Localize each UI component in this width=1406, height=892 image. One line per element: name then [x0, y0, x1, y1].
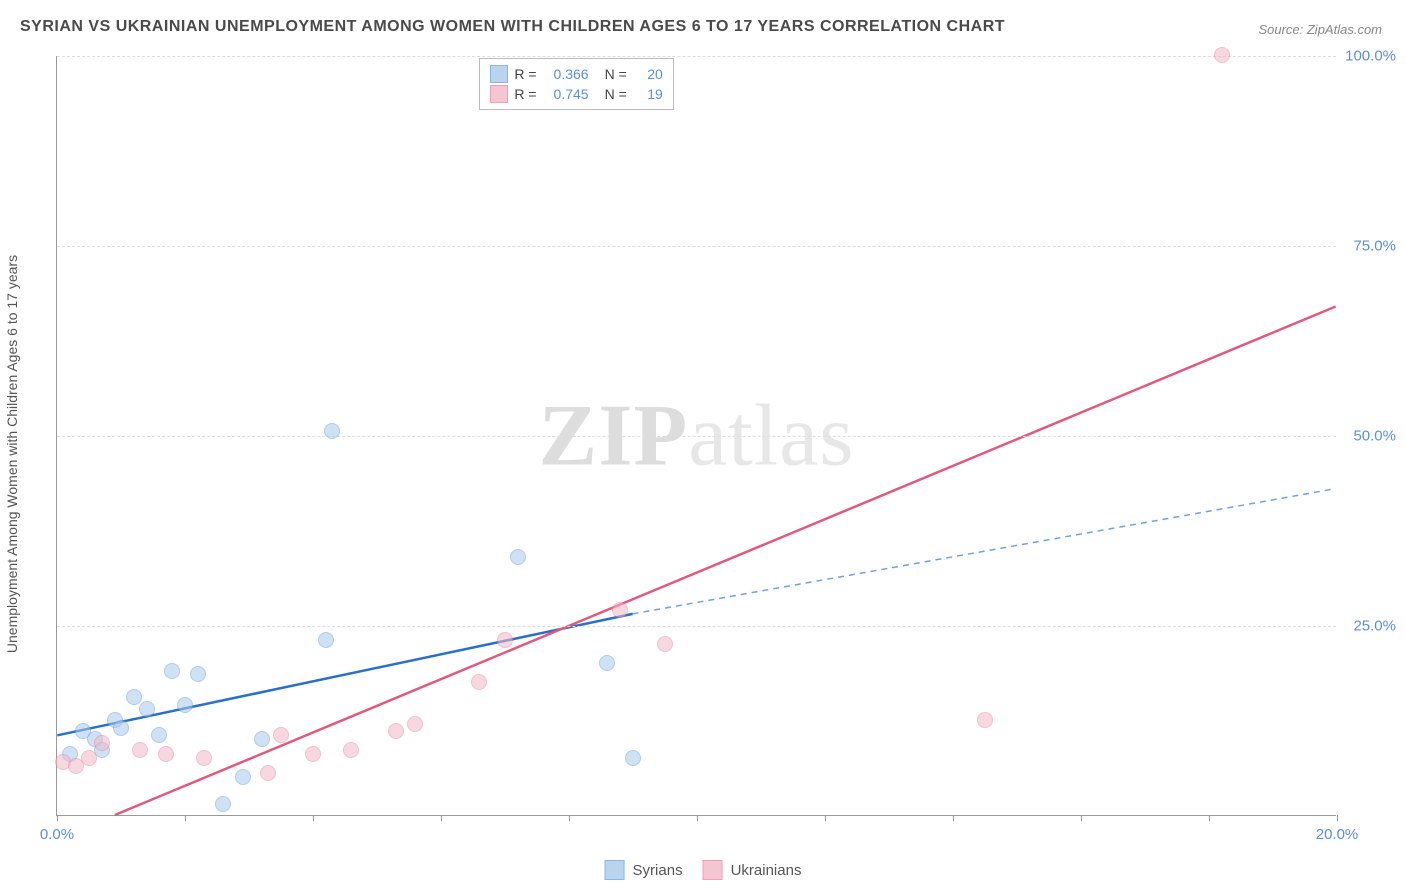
- x-tick-label: 0.0%: [40, 826, 74, 843]
- x-tick-mark: [441, 815, 442, 821]
- r-value: 0.366: [543, 66, 589, 82]
- scatter-point: [1214, 47, 1230, 63]
- x-tick-mark: [185, 815, 186, 821]
- source-label: Source: ZipAtlas.com: [1258, 22, 1382, 37]
- scatter-point: [657, 636, 673, 652]
- scatter-point: [196, 750, 212, 766]
- trend-line: [633, 489, 1336, 614]
- trend-line: [115, 306, 1336, 815]
- x-tick-mark: [825, 815, 826, 821]
- legend-label: Ukrainians: [731, 862, 802, 879]
- x-tick-mark: [1209, 815, 1210, 821]
- scatter-point: [273, 727, 289, 743]
- gridline: [57, 56, 1336, 57]
- scatter-point: [190, 666, 206, 682]
- legend-item: Ukrainians: [703, 860, 802, 880]
- scatter-point: [139, 701, 155, 717]
- x-tick-label: 20.0%: [1316, 826, 1359, 843]
- scatter-point: [471, 674, 487, 690]
- legend-row: R = 0.366 N = 20: [490, 65, 662, 83]
- legend-swatch: [703, 860, 723, 880]
- y-tick-label: 25.0%: [1353, 618, 1396, 635]
- legend-item: Syrians: [605, 860, 683, 880]
- x-tick-mark: [1337, 815, 1338, 821]
- scatter-point: [94, 735, 110, 751]
- y-tick-label: 75.0%: [1353, 238, 1396, 255]
- y-tick-label: 100.0%: [1345, 48, 1396, 65]
- chart-title: SYRIAN VS UKRAINIAN UNEMPLOYMENT AMONG W…: [20, 18, 1005, 36]
- r-value: 0.745: [543, 86, 589, 102]
- scatter-point: [113, 720, 129, 736]
- series-legend: Syrians Ukrainians: [605, 860, 802, 880]
- gridline: [57, 436, 1336, 437]
- scatter-point: [164, 663, 180, 679]
- scatter-point: [305, 746, 321, 762]
- y-tick-label: 50.0%: [1353, 428, 1396, 445]
- x-tick-mark: [697, 815, 698, 821]
- scatter-point: [215, 796, 231, 812]
- scatter-point: [977, 712, 993, 728]
- scatter-point: [388, 723, 404, 739]
- scatter-point: [235, 769, 251, 785]
- n-value: 20: [633, 66, 663, 82]
- x-tick-mark: [1081, 815, 1082, 821]
- scatter-point: [132, 742, 148, 758]
- gridline: [57, 626, 1336, 627]
- scatter-point: [260, 765, 276, 781]
- x-tick-mark: [953, 815, 954, 821]
- x-tick-mark: [57, 815, 58, 821]
- y-axis-label: Unemployment Among Women with Children A…: [4, 255, 20, 653]
- scatter-point: [599, 655, 615, 671]
- scatter-point: [497, 632, 513, 648]
- scatter-point: [151, 727, 167, 743]
- n-label: N =: [605, 86, 627, 102]
- scatter-point: [612, 602, 628, 618]
- legend-swatch: [490, 65, 508, 83]
- x-tick-mark: [569, 815, 570, 821]
- n-label: N =: [605, 66, 627, 82]
- scatter-point: [407, 716, 423, 732]
- legend-swatch: [490, 85, 508, 103]
- plot-area: ZIPatlas R =0.366N =20R =0.745N =19 25.0…: [56, 56, 1336, 816]
- legend-label: Syrians: [633, 862, 683, 879]
- legend-swatch: [605, 860, 625, 880]
- gridline: [57, 246, 1336, 247]
- scatter-point: [177, 697, 193, 713]
- scatter-point: [158, 746, 174, 762]
- r-label: R =: [514, 66, 536, 82]
- scatter-point: [318, 632, 334, 648]
- scatter-point: [324, 423, 340, 439]
- r-label: R =: [514, 86, 536, 102]
- scatter-point: [343, 742, 359, 758]
- legend-row: R = 0.745 N = 19: [490, 85, 662, 103]
- correlation-legend: R = 0.366 N = 20 R = 0.745 N = 19: [479, 58, 673, 110]
- n-value: 19: [633, 86, 663, 102]
- scatter-point: [510, 549, 526, 565]
- trend-line: [57, 614, 632, 735]
- scatter-point: [625, 750, 641, 766]
- scatter-point: [254, 731, 270, 747]
- x-tick-mark: [313, 815, 314, 821]
- scatter-point: [81, 750, 97, 766]
